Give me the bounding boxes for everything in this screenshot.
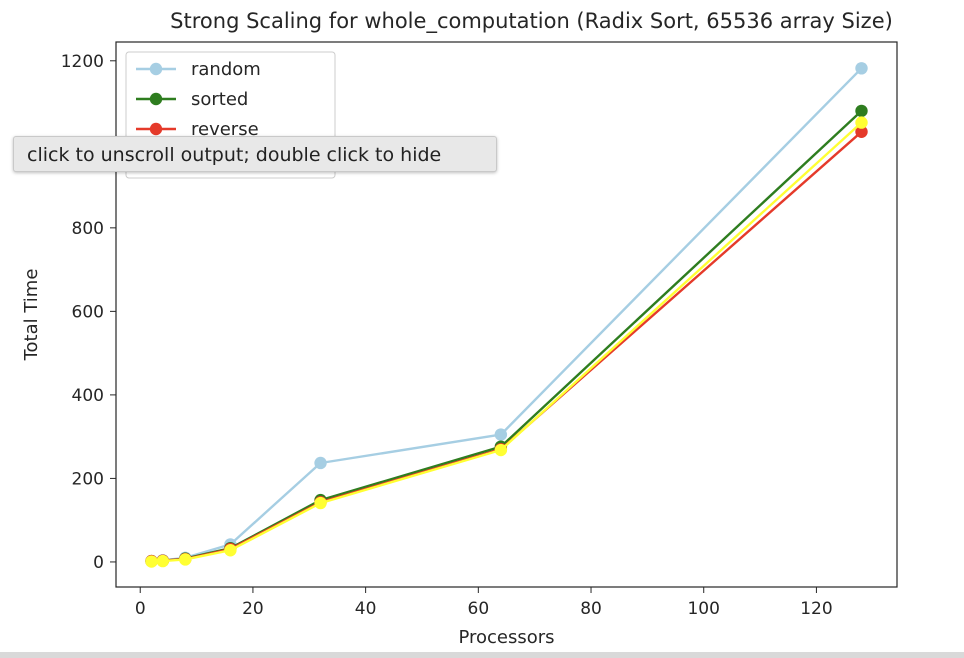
data-point xyxy=(494,428,508,441)
legend-label: random xyxy=(191,59,261,80)
data-point xyxy=(494,443,508,457)
x-tick-label: 120 xyxy=(800,599,832,619)
data-point xyxy=(855,104,868,118)
y-tick-label: 800 xyxy=(72,219,104,239)
legend-label: sorted xyxy=(191,89,248,110)
x-tick-label: 0 xyxy=(135,599,146,619)
y-tick-label: 200 xyxy=(72,469,104,489)
series-unnamed-3 xyxy=(145,116,868,568)
x-tick-label: 60 xyxy=(468,599,490,619)
data-point xyxy=(179,553,192,566)
x-axis-label: Processors xyxy=(458,627,554,648)
y-tick-label: 1200 xyxy=(61,52,104,72)
x-tick-label: 20 xyxy=(242,599,264,619)
data-point xyxy=(855,125,868,138)
legend-marker xyxy=(149,92,163,106)
y-tick-label: 0 xyxy=(93,553,104,573)
data-point xyxy=(145,555,158,568)
legend-label: reverse xyxy=(191,119,259,140)
data-point xyxy=(156,554,169,568)
data-point xyxy=(314,456,327,470)
x-tick-label: 100 xyxy=(687,599,719,619)
x-tick-label: 80 xyxy=(580,599,602,619)
output-area-edge xyxy=(0,652,964,658)
y-tick-label: 600 xyxy=(72,302,104,322)
y-axis-label: Total Time xyxy=(21,269,42,362)
unscroll-output-tooltip[interactable]: click to unscroll output; double click t… xyxy=(13,136,497,172)
data-point xyxy=(855,116,868,129)
x-tick-label: 40 xyxy=(355,599,377,619)
data-point xyxy=(855,62,868,75)
y-tick-label: 400 xyxy=(72,386,104,406)
legend-marker xyxy=(149,62,163,76)
legend-marker xyxy=(149,122,163,136)
chart-title: Strong Scaling for whole_computation (Ra… xyxy=(170,9,893,34)
data-point xyxy=(314,496,327,510)
data-point xyxy=(224,544,237,557)
